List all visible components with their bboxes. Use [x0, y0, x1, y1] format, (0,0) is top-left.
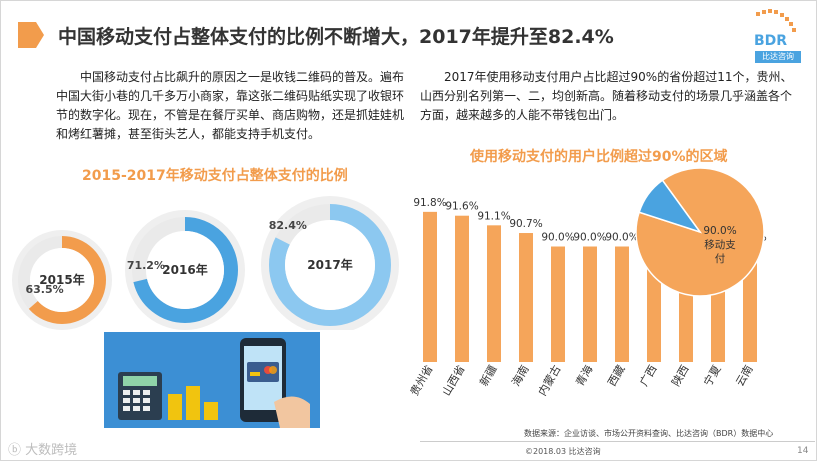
mobile-payment-illustration — [104, 332, 320, 428]
watermark-text: ⓑ 大数跨境 — [8, 439, 77, 458]
pie-slice — [635, 167, 765, 297]
donut-hole — [30, 248, 94, 312]
title-marker-icon — [18, 22, 44, 48]
bar-value-label: 91.6% — [445, 201, 478, 213]
bar-value-label: 91.8% — [413, 197, 446, 209]
bar — [487, 225, 501, 362]
donut-arc — [18, 236, 106, 324]
copyright-text: ©2018.03 比达咨询 — [525, 447, 601, 456]
bar-value-label: 90.0% — [605, 232, 638, 244]
bar-category-label: 青海 — [572, 363, 595, 389]
coin-stacks-icon — [168, 386, 218, 420]
donut-hole — [146, 231, 224, 309]
donut-year-label: 2017年 — [307, 257, 352, 272]
bar-value-label: 90.0% — [573, 232, 606, 244]
watermark-label: 大数跨境 — [25, 443, 78, 458]
calculator-icon — [118, 372, 162, 420]
bar-category-label: 新疆 — [476, 363, 499, 389]
bar-value-label: 90.0% — [541, 232, 574, 244]
donut-value-label: 71.2% — [127, 259, 165, 272]
page-title: 中国移动支付占整体支付的比例不断增大，2017年提升至82.4% — [58, 26, 614, 48]
page-number: 14 — [797, 446, 809, 456]
bar-category-label: 陕西 — [668, 363, 691, 389]
bar-value-label: 91.1% — [477, 210, 510, 222]
donut-arc — [132, 217, 238, 323]
bar-value-label: 90.7% — [509, 218, 542, 230]
bar — [423, 211, 437, 362]
bar-chart-title: 使用移动支付的用户比例超过90%的区域 — [470, 149, 728, 165]
footer-divider — [420, 441, 815, 442]
donut-year-label: 2016年 — [162, 262, 207, 277]
donut-chart-title: 2015-2017年移动支付占整体支付的比例 — [82, 168, 348, 184]
bar — [551, 246, 565, 362]
bar-category-label: 贵州省 — [408, 363, 436, 398]
pie-slice-label: 移动支 — [704, 238, 736, 251]
bar — [615, 246, 629, 362]
bar — [583, 246, 597, 362]
left-paragraph: 中国移动支付占比飙升的原因之一是收钱二维码的普及。遍布中国大街小巷的几千多万小商… — [56, 70, 405, 141]
phone-icon — [240, 338, 286, 422]
mobile-payment-pie-chart: 90.0%移动支付 — [635, 167, 765, 297]
logo-text: BDR — [754, 33, 788, 49]
donut-value-label: 63.5% — [25, 283, 63, 296]
donut-arc — [269, 204, 391, 326]
logo-subtext: 比达咨询 — [755, 51, 801, 63]
data-source-note: 数据来源：企业访谈、市场公开资料查询、比达咨询（BDR）数据中心 — [524, 429, 774, 438]
pie-value-label: 90.0% — [703, 225, 736, 237]
bar-category-label: 内蒙古 — [535, 363, 564, 399]
bar — [519, 233, 533, 362]
bar-category-label: 山西省 — [440, 363, 468, 398]
bar-category-label: 宁夏 — [700, 363, 723, 389]
bar — [455, 215, 469, 362]
watermark-logo-icon: ⓑ — [8, 443, 22, 458]
right-paragraph: 2017年使用移动支付用户占比超过90%的省份超过11个，贵州、山西分别名列第一… — [420, 70, 793, 122]
bar-category-label: 海南 — [508, 363, 531, 389]
pie-slice-label-cont: 付 — [715, 252, 726, 265]
bar-category-label: 云南 — [733, 363, 755, 389]
bdr-logo-icon — [756, 9, 796, 32]
bar-category-label: 西藏 — [605, 363, 627, 389]
bar-category-label: 广西 — [637, 363, 659, 389]
donut-value-label: 82.4% — [269, 219, 307, 232]
pie-slice — [638, 179, 702, 234]
donut-3: 2017年 82.4% — [261, 196, 399, 330]
donut-year-label: 2015年 — [39, 272, 84, 287]
donut-hole — [285, 220, 375, 310]
